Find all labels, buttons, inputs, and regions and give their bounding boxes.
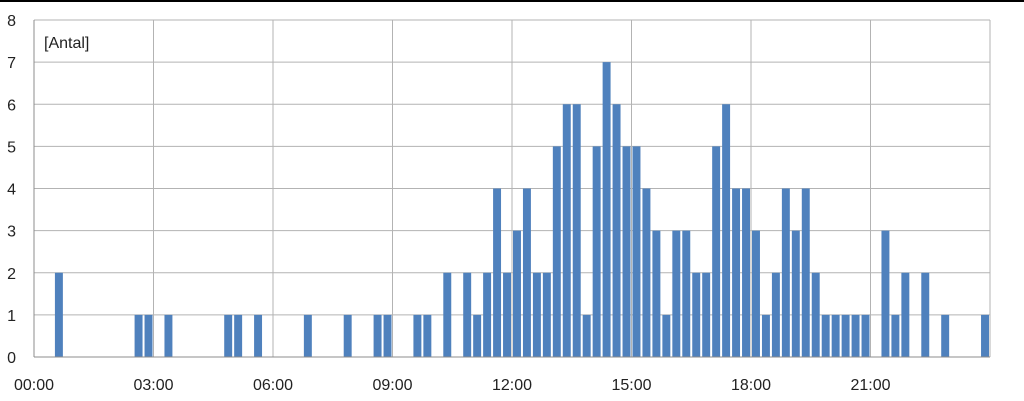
bar	[771, 272, 780, 357]
x-tick-label: 18:00	[731, 377, 771, 394]
bar	[652, 230, 661, 357]
bar	[791, 230, 800, 357]
bar	[742, 188, 750, 357]
y-tick-label: 6	[7, 97, 16, 114]
y-tick-label: 1	[7, 308, 16, 325]
x-tick-label: 21:00	[850, 377, 890, 394]
bar	[881, 230, 890, 357]
bar	[662, 314, 671, 357]
bar	[712, 146, 721, 357]
x-tick-label: 12:00	[492, 377, 532, 394]
bar	[861, 314, 870, 357]
x-tick-label: 09:00	[372, 377, 412, 394]
y-tick-label: 0	[7, 350, 16, 367]
bar	[343, 314, 352, 357]
axes	[33, 20, 990, 358]
bar	[761, 314, 770, 357]
bar	[572, 104, 581, 357]
y-tick-label: 4	[7, 182, 16, 199]
bar	[522, 188, 531, 357]
bar	[672, 230, 681, 357]
bar	[542, 272, 551, 357]
bar	[722, 104, 731, 357]
y-tick-label: 3	[7, 224, 16, 241]
y-unit-label: [Antal]	[44, 35, 89, 52]
bar	[54, 272, 63, 357]
y-tick-label: 8	[7, 13, 16, 30]
bar	[552, 146, 561, 357]
x-tick-label: 15:00	[611, 377, 651, 394]
bar	[851, 314, 860, 357]
bar	[582, 314, 591, 357]
bar	[423, 314, 432, 357]
bar	[642, 188, 651, 357]
bar	[144, 314, 153, 357]
bar	[602, 62, 611, 357]
y-tick-label: 5	[7, 139, 16, 156]
bars	[54, 62, 989, 357]
bar	[752, 230, 760, 357]
bar	[443, 272, 452, 357]
x-tick-label: 03:00	[133, 377, 173, 394]
bar	[622, 146, 631, 357]
bar	[463, 272, 472, 357]
bar	[702, 272, 711, 357]
bar	[493, 188, 502, 357]
bar	[413, 314, 422, 357]
gridlines	[34, 19, 991, 357]
bar	[781, 188, 790, 357]
bar	[473, 314, 482, 357]
x-tick-label: 00:00	[14, 377, 54, 394]
bar	[513, 230, 521, 357]
bar	[224, 314, 233, 357]
bar	[383, 314, 392, 357]
bar	[632, 146, 641, 357]
bar	[901, 272, 910, 357]
bar	[483, 272, 492, 357]
bar	[692, 272, 701, 357]
y-tick-label: 7	[7, 55, 16, 72]
x-tick-labels: 00:00 03:00 06:00 09:00 12:00 15:00 18:00 21:00	[14, 377, 891, 394]
bar	[503, 272, 511, 357]
bar	[811, 272, 820, 357]
bar	[831, 314, 840, 357]
bar	[303, 314, 312, 357]
bar	[981, 314, 989, 357]
bar	[841, 314, 850, 357]
bar	[134, 314, 143, 357]
bar	[612, 104, 621, 357]
bar	[234, 314, 243, 357]
bar	[373, 314, 382, 357]
x-tick-label: 06:00	[253, 377, 293, 394]
bar	[592, 146, 601, 357]
bar	[891, 314, 900, 357]
bar	[254, 314, 263, 357]
bar	[532, 272, 541, 357]
y-tick-labels: 0 1 2 3 4 5 6 7 8	[7, 13, 16, 367]
bar	[682, 230, 691, 357]
bar	[164, 314, 173, 357]
y-tick-label: 2	[7, 266, 16, 283]
bar	[941, 314, 950, 357]
bar	[801, 188, 810, 357]
bar	[732, 188, 741, 357]
bar	[921, 272, 930, 357]
bar	[821, 314, 830, 357]
bar	[562, 104, 571, 357]
